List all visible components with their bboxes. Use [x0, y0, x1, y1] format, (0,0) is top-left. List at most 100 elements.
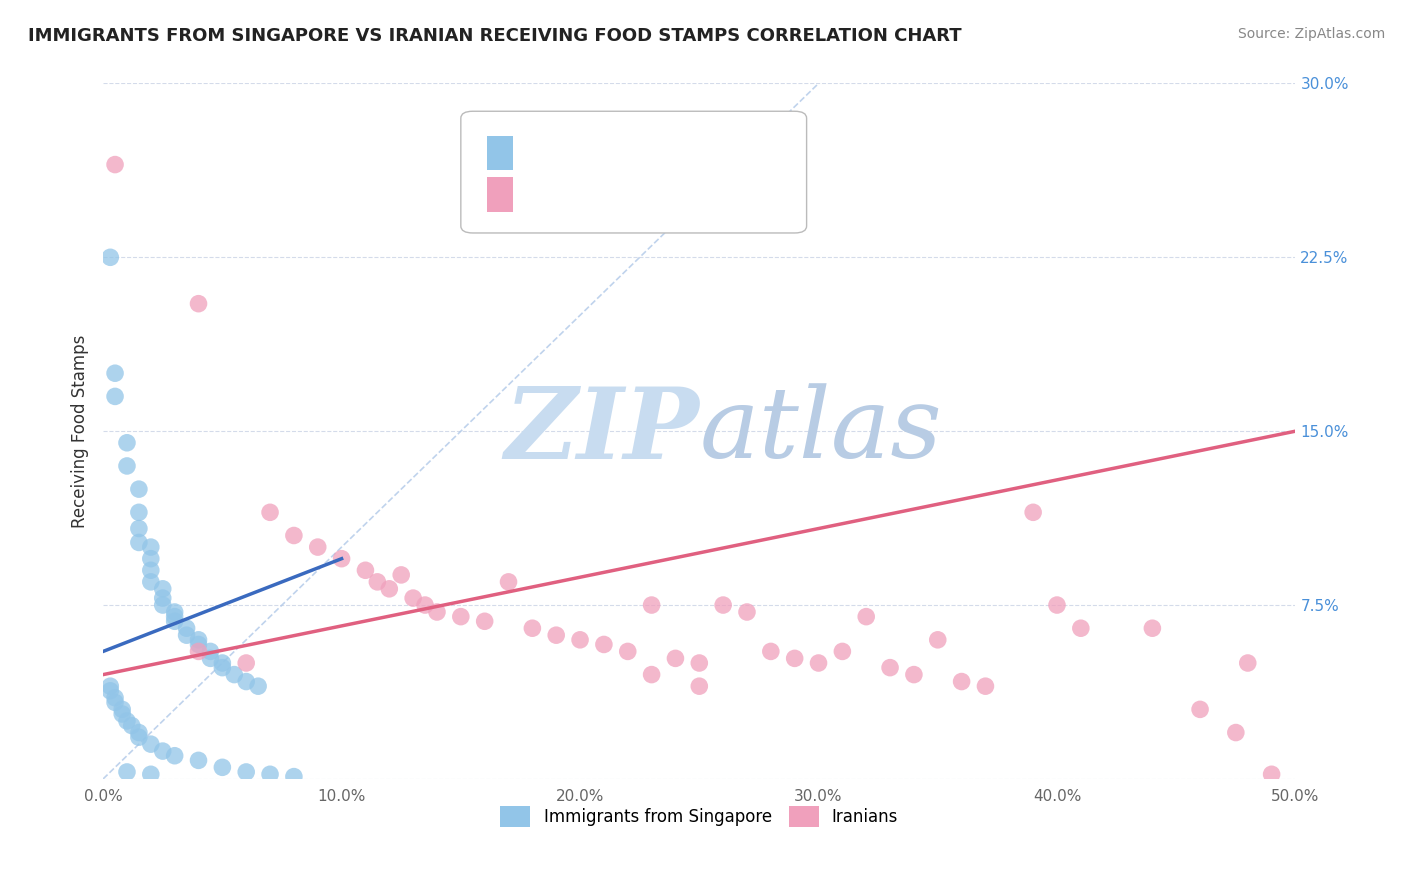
Point: [927, 632, 949, 647]
Point: [104, 389, 127, 403]
Point: [640, 667, 662, 681]
Point: [366, 574, 388, 589]
Point: [259, 767, 281, 781]
Point: [187, 637, 209, 651]
Point: [104, 695, 127, 709]
Point: [139, 767, 162, 781]
Point: [152, 598, 174, 612]
Point: [104, 158, 127, 172]
Point: [402, 591, 425, 606]
Point: [283, 528, 305, 542]
Point: [98, 683, 121, 698]
Point: [307, 540, 329, 554]
Point: [176, 621, 198, 635]
Point: [128, 505, 150, 519]
Point: [974, 679, 997, 693]
Point: [235, 656, 257, 670]
Point: [783, 651, 806, 665]
Point: [616, 644, 638, 658]
Point: [735, 605, 758, 619]
Point: [1225, 725, 1247, 739]
Point: [711, 598, 734, 612]
FancyBboxPatch shape: [486, 136, 513, 170]
Point: [128, 482, 150, 496]
Point: [593, 637, 616, 651]
Point: [211, 660, 233, 674]
Text: R =  0.456   N = 48: R = 0.456 N = 48: [527, 185, 703, 202]
Point: [163, 609, 186, 624]
Text: ZIP: ZIP: [505, 383, 699, 479]
Point: [115, 435, 138, 450]
Point: [187, 644, 209, 658]
Point: [139, 540, 162, 554]
Point: [163, 748, 186, 763]
Point: [1236, 656, 1258, 670]
Text: R =  0.162   N = 50: R = 0.162 N = 50: [527, 143, 703, 161]
Point: [807, 656, 830, 670]
Point: [522, 621, 544, 635]
Point: [152, 582, 174, 596]
Point: [389, 568, 412, 582]
Point: [115, 458, 138, 473]
Point: [139, 563, 162, 577]
Point: [211, 656, 233, 670]
Point: [1022, 505, 1045, 519]
Text: IMMIGRANTS FROM SINGAPORE VS IRANIAN RECEIVING FOOD STAMPS CORRELATION CHART: IMMIGRANTS FROM SINGAPORE VS IRANIAN REC…: [28, 27, 962, 45]
Point: [235, 674, 257, 689]
Point: [98, 679, 121, 693]
Text: atlas: atlas: [699, 384, 942, 479]
Point: [413, 598, 436, 612]
Point: [1046, 598, 1069, 612]
Point: [474, 614, 496, 628]
Point: [187, 632, 209, 647]
FancyBboxPatch shape: [461, 112, 807, 233]
Point: [111, 706, 134, 721]
Point: [664, 651, 686, 665]
Point: [1070, 621, 1092, 635]
Point: [224, 667, 246, 681]
Point: [1189, 702, 1212, 716]
Point: [330, 551, 353, 566]
Y-axis label: Receiving Food Stamps: Receiving Food Stamps: [72, 334, 89, 528]
Point: [950, 674, 973, 689]
Text: Source: ZipAtlas.com: Source: ZipAtlas.com: [1237, 27, 1385, 41]
Point: [200, 644, 222, 658]
Point: [498, 574, 520, 589]
Point: [855, 609, 877, 624]
Point: [569, 632, 592, 647]
Point: [640, 598, 662, 612]
Point: [128, 730, 150, 744]
Point: [283, 770, 305, 784]
Point: [247, 679, 270, 693]
Point: [450, 609, 472, 624]
Point: [121, 718, 143, 732]
Point: [115, 764, 138, 779]
Point: [187, 753, 209, 767]
Point: [111, 702, 134, 716]
Legend: Immigrants from Singapore, Iranians: Immigrants from Singapore, Iranians: [494, 799, 905, 833]
Point: [187, 296, 209, 310]
Point: [903, 667, 925, 681]
Point: [152, 591, 174, 606]
Point: [1260, 767, 1282, 781]
Point: [104, 690, 127, 705]
Point: [211, 760, 233, 774]
Point: [759, 644, 782, 658]
Point: [879, 660, 901, 674]
Point: [259, 505, 281, 519]
Point: [426, 605, 449, 619]
Point: [1142, 621, 1164, 635]
Point: [139, 574, 162, 589]
Point: [176, 628, 198, 642]
Point: [128, 535, 150, 549]
Point: [831, 644, 853, 658]
Point: [152, 744, 174, 758]
Point: [200, 651, 222, 665]
Point: [354, 563, 377, 577]
Point: [139, 737, 162, 751]
Point: [235, 764, 257, 779]
Point: [104, 366, 127, 380]
FancyBboxPatch shape: [486, 178, 513, 212]
Point: [139, 551, 162, 566]
Point: [163, 614, 186, 628]
